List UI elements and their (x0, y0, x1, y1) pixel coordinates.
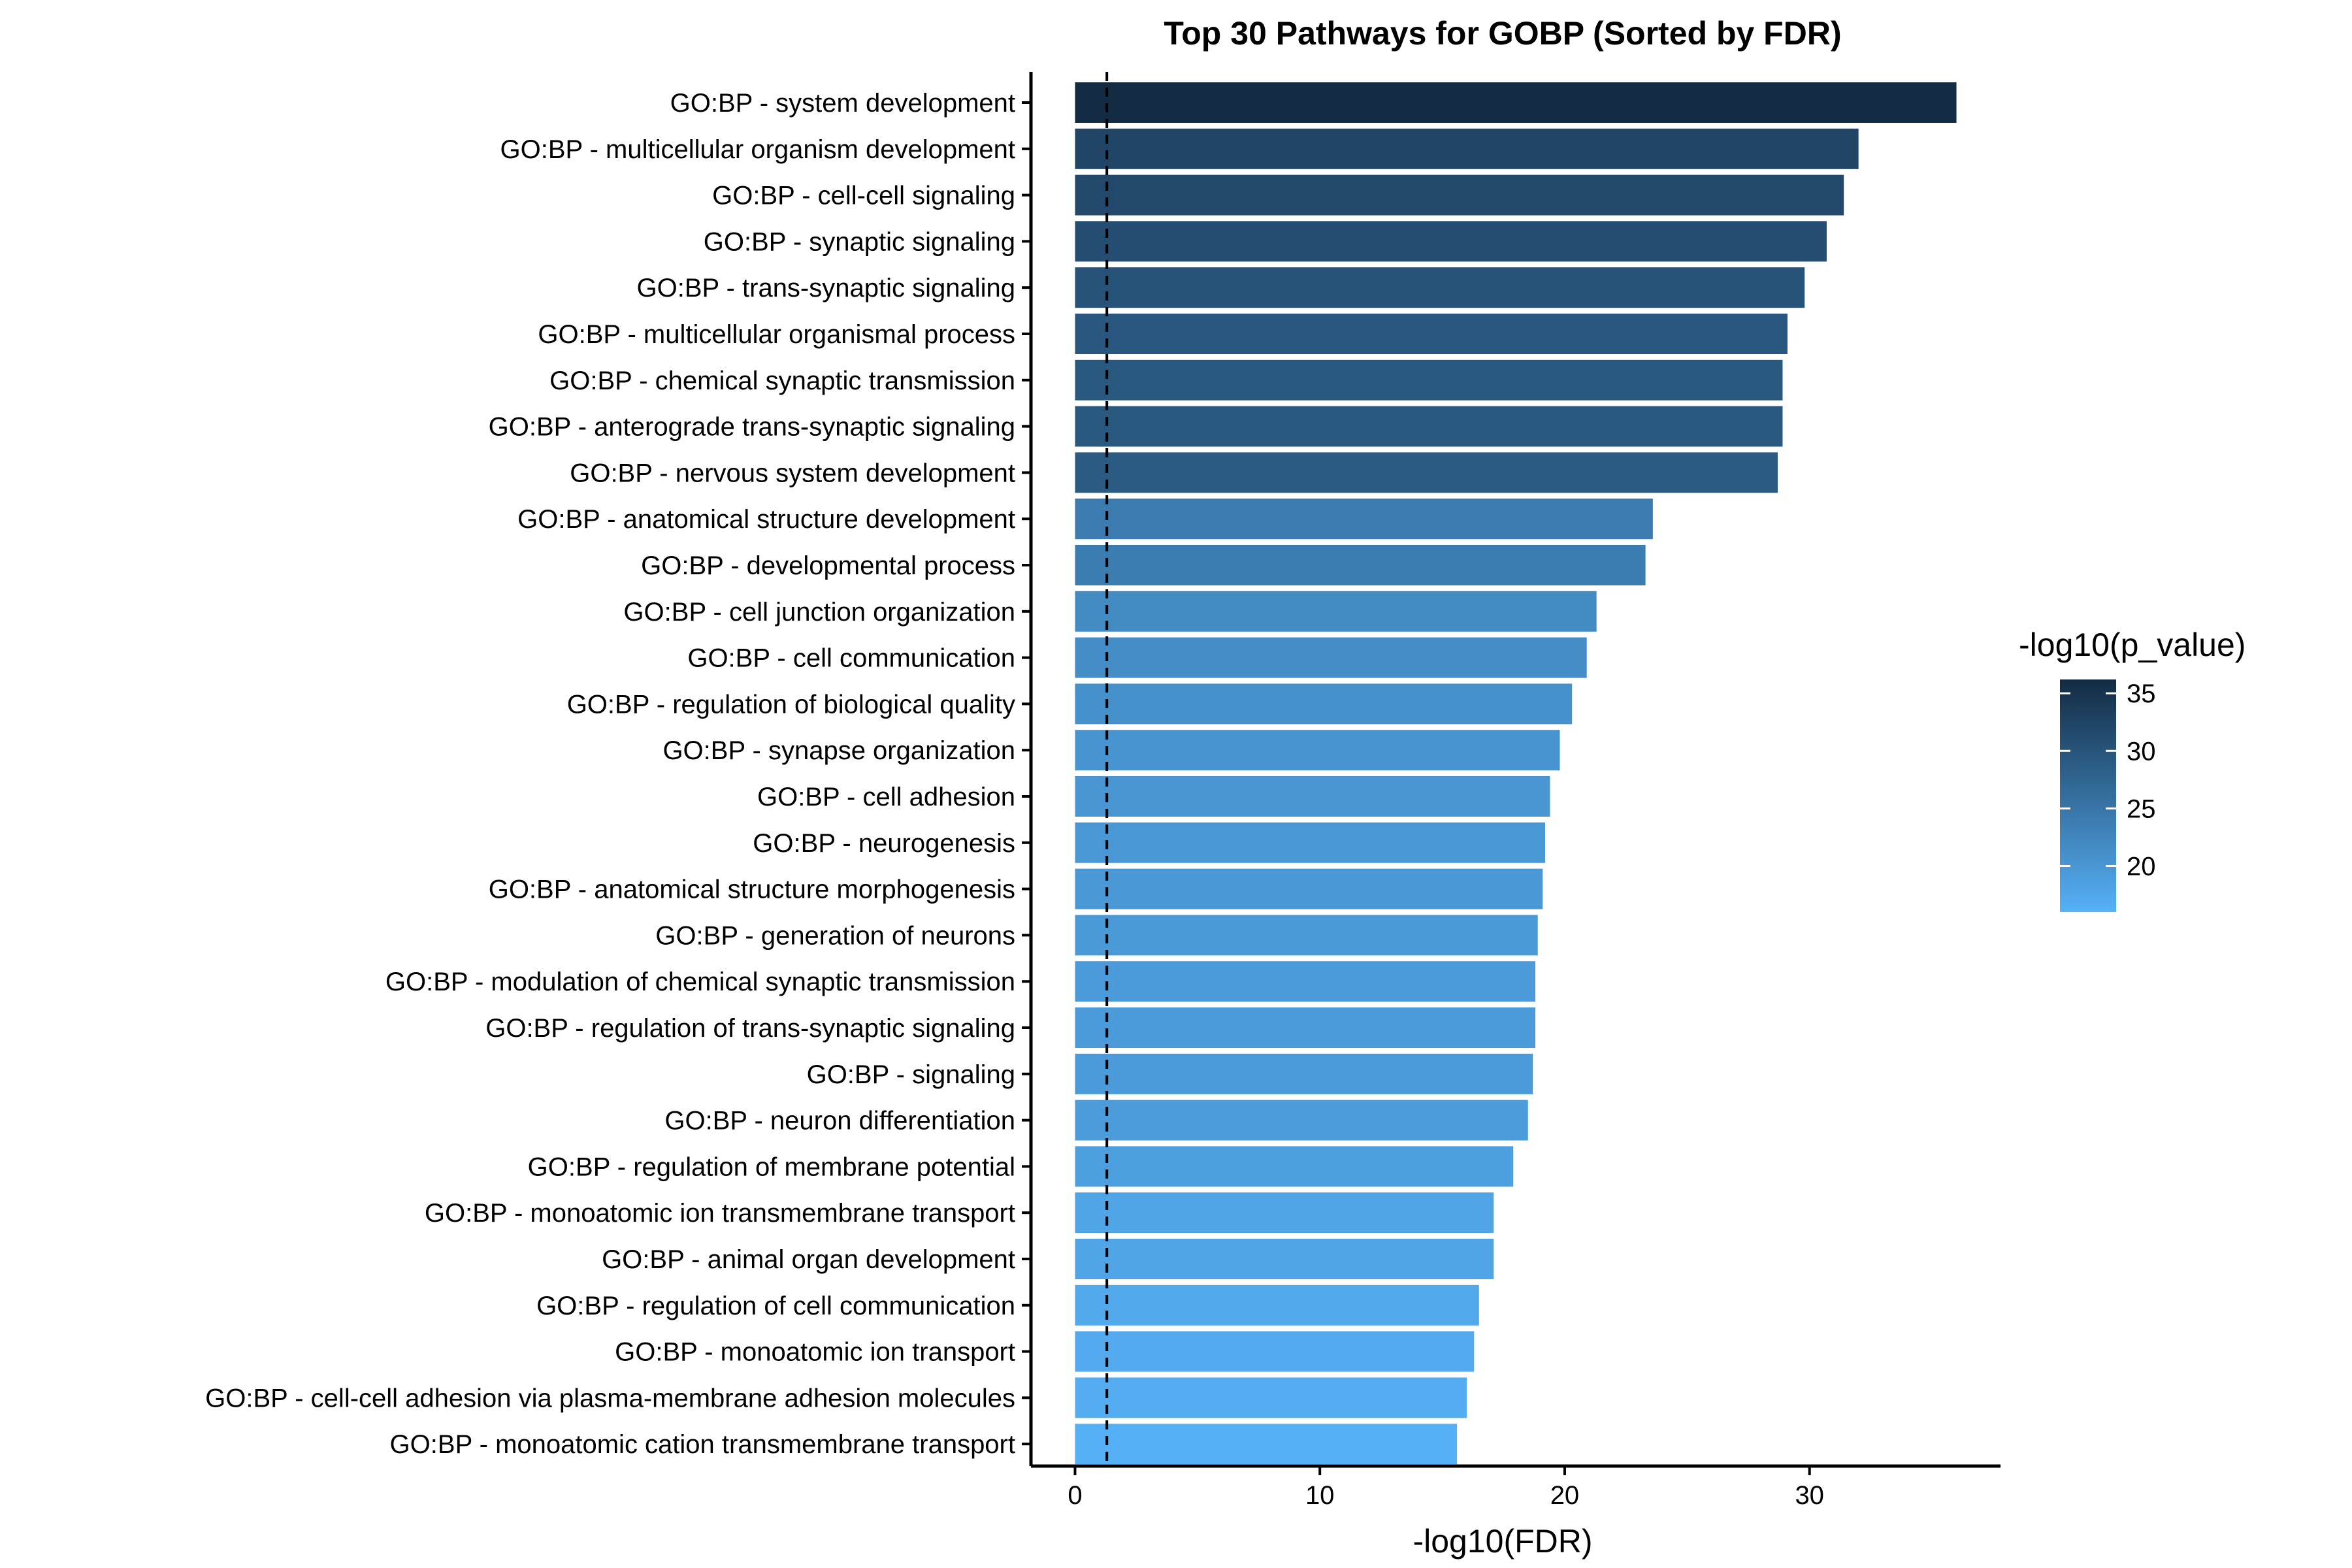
legend-ticks: 20 25 30 35 (2060, 679, 2156, 881)
category-label: GO:BP - multicellular organism developme… (500, 135, 1015, 164)
category-label: GO:BP - developmental process (641, 551, 1015, 580)
legend-title: -log10(p_value) (2019, 627, 2246, 663)
bar-5 (1075, 267, 1805, 308)
category-label: GO:BP - cell junction organization (623, 598, 1015, 627)
category-label: GO:BP - synapse organization (662, 736, 1015, 765)
category-label: GO:BP - neuron differentiation (664, 1107, 1015, 1135)
category-label: GO:BP - cell communication (687, 644, 1015, 673)
category-label: GO:BP - cell-cell adhesion via plasma-me… (205, 1384, 1015, 1413)
bar-17 (1075, 822, 1545, 863)
bar-15 (1075, 730, 1560, 771)
bar-3 (1075, 174, 1844, 216)
bar-7 (1075, 359, 1783, 400)
category-label: GO:BP - anatomical structure development (517, 505, 1015, 534)
bar-6 (1075, 314, 1788, 354)
bar-2 (1075, 128, 1859, 169)
category-label: GO:BP - system development (670, 89, 1015, 118)
category-label: GO:BP - monoatomic cation transmembrane … (390, 1430, 1015, 1459)
bar-10 (1075, 498, 1653, 540)
category-label: GO:BP - generation of neurons (655, 921, 1015, 950)
category-label: GO:BP - synaptic signaling (704, 227, 1015, 256)
category-label: GO:BP - modulation of chemical synaptic … (385, 968, 1015, 996)
x-tick-label: 20 (1550, 1481, 1580, 1510)
category-label: GO:BP - regulation of membrane potential (528, 1152, 1015, 1181)
bar-26 (1075, 1239, 1494, 1279)
bar-11 (1075, 545, 1646, 585)
color-legend: -log10(p_value) 20 25 30 35 (2019, 627, 2246, 912)
category-label: GO:BP - anterograde trans-synaptic signa… (489, 413, 1015, 442)
x-axis-title: -log10(FDR) (1413, 1523, 1592, 1560)
category-label: GO:BP - multicellular organismal process (538, 320, 1015, 349)
category-label: GO:BP - regulation of trans-synaptic sig… (485, 1014, 1015, 1043)
bar-group (1075, 82, 1957, 1465)
bar-21 (1075, 1007, 1535, 1048)
category-label: GO:BP - chemical synaptic transmission (549, 367, 1015, 395)
x-tick-label: 0 (1068, 1481, 1082, 1510)
bar-4 (1075, 221, 1827, 262)
bar-23 (1075, 1100, 1528, 1141)
category-label: GO:BP - anatomical structure morphogenes… (489, 875, 1015, 904)
bar-20 (1075, 961, 1535, 1002)
category-label: GO:BP - cell adhesion (757, 783, 1015, 811)
bar-16 (1075, 776, 1550, 817)
legend-tick-label: 30 (2127, 737, 2156, 766)
category-label: GO:BP - trans-synaptic signaling (636, 274, 1015, 302)
bar-9 (1075, 452, 1778, 493)
bar-1 (1075, 82, 1957, 123)
legend-tick-label: 35 (2127, 679, 2156, 708)
category-label: GO:BP - signaling (807, 1060, 1015, 1089)
legend-tick-label: 20 (2127, 853, 2156, 881)
category-labels: GO:BP - system development GO:BP - multic… (205, 89, 1031, 1459)
legend-tick-label: 25 (2127, 794, 2156, 823)
bar-14 (1075, 683, 1573, 725)
bar-13 (1075, 637, 1587, 678)
category-label: GO:BP - animal organ development (602, 1245, 1015, 1274)
chart-title: Top 30 Pathways for GOBP (Sorted by FDR) (1164, 15, 1841, 52)
x-axis-ticks: 0 10 20 30 (1068, 1466, 1824, 1510)
bar-27 (1075, 1284, 1479, 1326)
bar-22 (1075, 1053, 1533, 1094)
bar-19 (1075, 915, 1538, 956)
bar-30 (1075, 1424, 1458, 1465)
bar-29 (1075, 1377, 1467, 1418)
category-label: GO:BP - regulation of cell communication (536, 1292, 1015, 1320)
x-tick-label: 10 (1305, 1481, 1335, 1510)
category-label: GO:BP - cell-cell signaling (712, 182, 1015, 210)
category-label: GO:BP - monoatomic ion transmembrane tra… (425, 1199, 1015, 1228)
category-label: GO:BP - monoatomic ion transport (615, 1338, 1015, 1367)
bar-18 (1075, 868, 1543, 909)
category-label: GO:BP - neurogenesis (753, 829, 1015, 858)
x-tick-label: 30 (1795, 1481, 1824, 1510)
bar-25 (1075, 1192, 1494, 1233)
legend-colorbar (2060, 679, 2116, 912)
bar-24 (1075, 1146, 1514, 1187)
bar-28 (1075, 1331, 1475, 1372)
bar-8 (1075, 406, 1783, 447)
category-label: GO:BP - regulation of biological quality (567, 690, 1015, 719)
category-label: GO:BP - nervous system development (570, 459, 1015, 487)
bar-12 (1075, 591, 1597, 632)
